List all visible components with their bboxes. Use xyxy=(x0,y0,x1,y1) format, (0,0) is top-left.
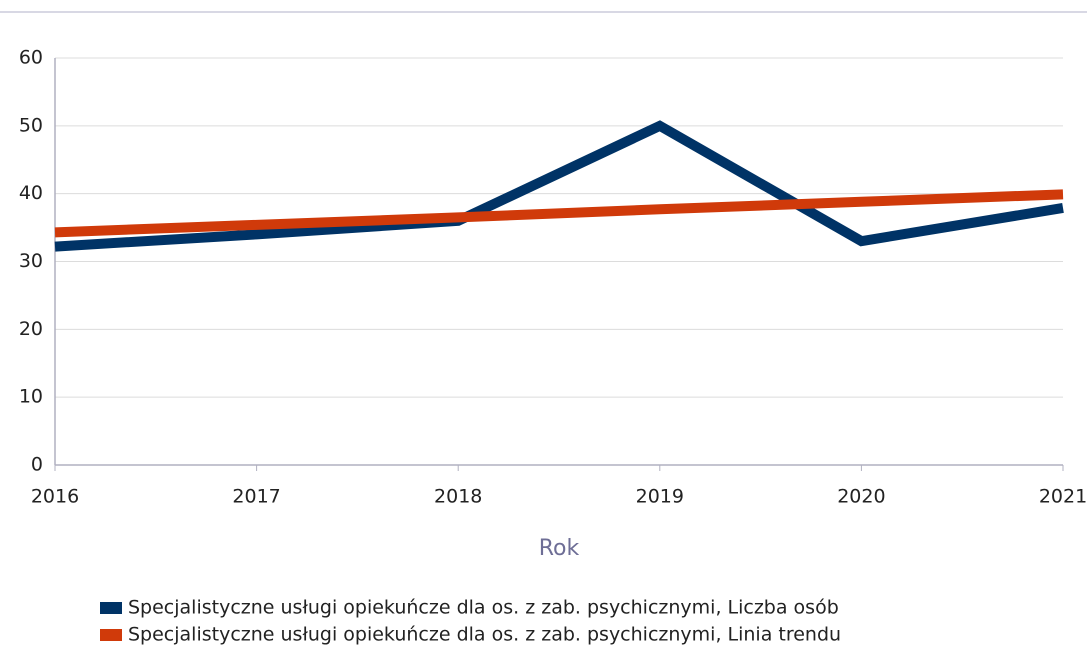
x-tick-label: 2016 xyxy=(31,486,79,508)
x-tick-label: 2019 xyxy=(636,486,684,508)
y-tick-label: 10 xyxy=(19,386,43,408)
x-axis-title: Rok xyxy=(539,536,580,561)
y-tick-label: 20 xyxy=(19,318,43,340)
y-tick-label: 0 xyxy=(31,454,43,476)
y-tick-label: 60 xyxy=(19,47,43,69)
x-tick-label: 2018 xyxy=(434,486,482,508)
y-tick-label: 50 xyxy=(19,114,43,136)
legend-swatch xyxy=(100,602,122,614)
y-tick-label: 30 xyxy=(19,250,43,272)
x-tick-label: 2020 xyxy=(837,486,885,508)
series-line xyxy=(54,120,1064,252)
series-line xyxy=(54,189,1064,238)
x-tick-label: 2017 xyxy=(232,486,280,508)
x-tick-label: 2021 xyxy=(1039,486,1087,508)
legend-label: Specjalistyczne usługi opiekuńcze dla os… xyxy=(128,597,839,619)
legend-swatch xyxy=(100,629,122,641)
legend-label: Specjalistyczne usługi opiekuńcze dla os… xyxy=(128,624,841,646)
y-tick-label: 40 xyxy=(19,182,43,204)
